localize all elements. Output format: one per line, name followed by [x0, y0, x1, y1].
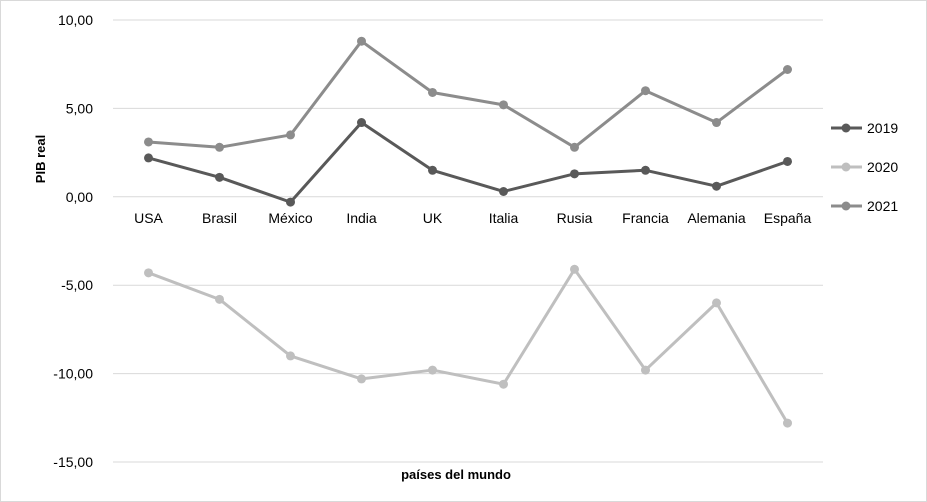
x-tick-label: UK — [423, 210, 443, 226]
x-tick-label: Alemania — [687, 210, 746, 226]
data-point — [428, 87, 437, 97]
y-tick-label: -10,00 — [53, 366, 93, 382]
y-tick-label: 0,00 — [66, 189, 93, 205]
legend-item: 2021 — [831, 198, 898, 214]
legend-item: 2020 — [831, 159, 898, 175]
data-point — [570, 264, 579, 274]
y-tick-label: 5,00 — [66, 100, 93, 116]
x-tick-label: India — [346, 210, 377, 226]
data-point — [570, 142, 579, 152]
y-tick-label: -5,00 — [61, 277, 93, 293]
x-tick-label: Brasil — [202, 210, 237, 226]
series-line — [147, 267, 789, 424]
legend-swatch-marker — [841, 123, 851, 133]
data-point — [357, 374, 366, 384]
data-point — [215, 294, 224, 304]
data-point — [428, 365, 437, 375]
data-point — [286, 197, 295, 207]
data-point — [215, 172, 224, 182]
data-point — [712, 181, 721, 191]
data-point — [641, 86, 650, 96]
legend: 2019 2020 2021 — [831, 120, 898, 214]
series-line — [148, 39, 789, 149]
series-lines — [144, 36, 792, 428]
x-axis-ticks: USA Brasil México India UK Italia Rusia Francia… — [134, 210, 811, 226]
data-point — [499, 186, 508, 196]
y-tick-label: -15,00 — [53, 454, 93, 470]
data-point — [783, 418, 792, 428]
data-point — [428, 165, 437, 175]
legend-label: 2020 — [867, 159, 898, 175]
legend-swatch-marker — [841, 162, 851, 172]
data-point — [215, 142, 224, 152]
x-tick-label: España — [764, 210, 812, 226]
legend-swatch-marker — [841, 201, 851, 211]
legend-label: 2019 — [867, 120, 898, 136]
data-point — [499, 379, 508, 389]
data-point — [144, 268, 153, 278]
y-axis-ticks: 10,00 5,00 0,00 -5,00 -10,00 -15,00 — [53, 12, 93, 470]
series-line — [148, 121, 788, 204]
data-point — [144, 137, 153, 147]
legend-item: 2019 — [831, 120, 898, 136]
x-tick-label: USA — [134, 210, 163, 226]
series-2020 — [144, 264, 792, 428]
series-2021 — [144, 36, 792, 152]
x-tick-label: Italia — [489, 210, 519, 226]
y-axis-title: PIB real — [33, 135, 48, 183]
data-point — [499, 100, 508, 110]
legend-label: 2021 — [867, 198, 898, 214]
data-point — [144, 153, 153, 163]
data-point — [641, 365, 650, 375]
gridlines — [113, 19, 823, 463]
y-tick-label: 10,00 — [58, 12, 93, 28]
data-point — [712, 118, 721, 128]
data-point — [641, 165, 650, 175]
data-point — [286, 130, 295, 140]
data-point — [783, 156, 792, 166]
data-point — [712, 298, 721, 308]
x-axis-title: países del mundo — [401, 467, 511, 482]
data-point — [286, 351, 295, 361]
x-tick-label: Francia — [622, 210, 669, 226]
data-point — [570, 169, 579, 179]
x-tick-label: Rusia — [557, 210, 593, 226]
data-point — [357, 118, 366, 128]
data-point — [783, 65, 792, 75]
x-tick-label: México — [268, 210, 313, 226]
data-point — [357, 36, 366, 46]
series-2019 — [144, 118, 792, 207]
